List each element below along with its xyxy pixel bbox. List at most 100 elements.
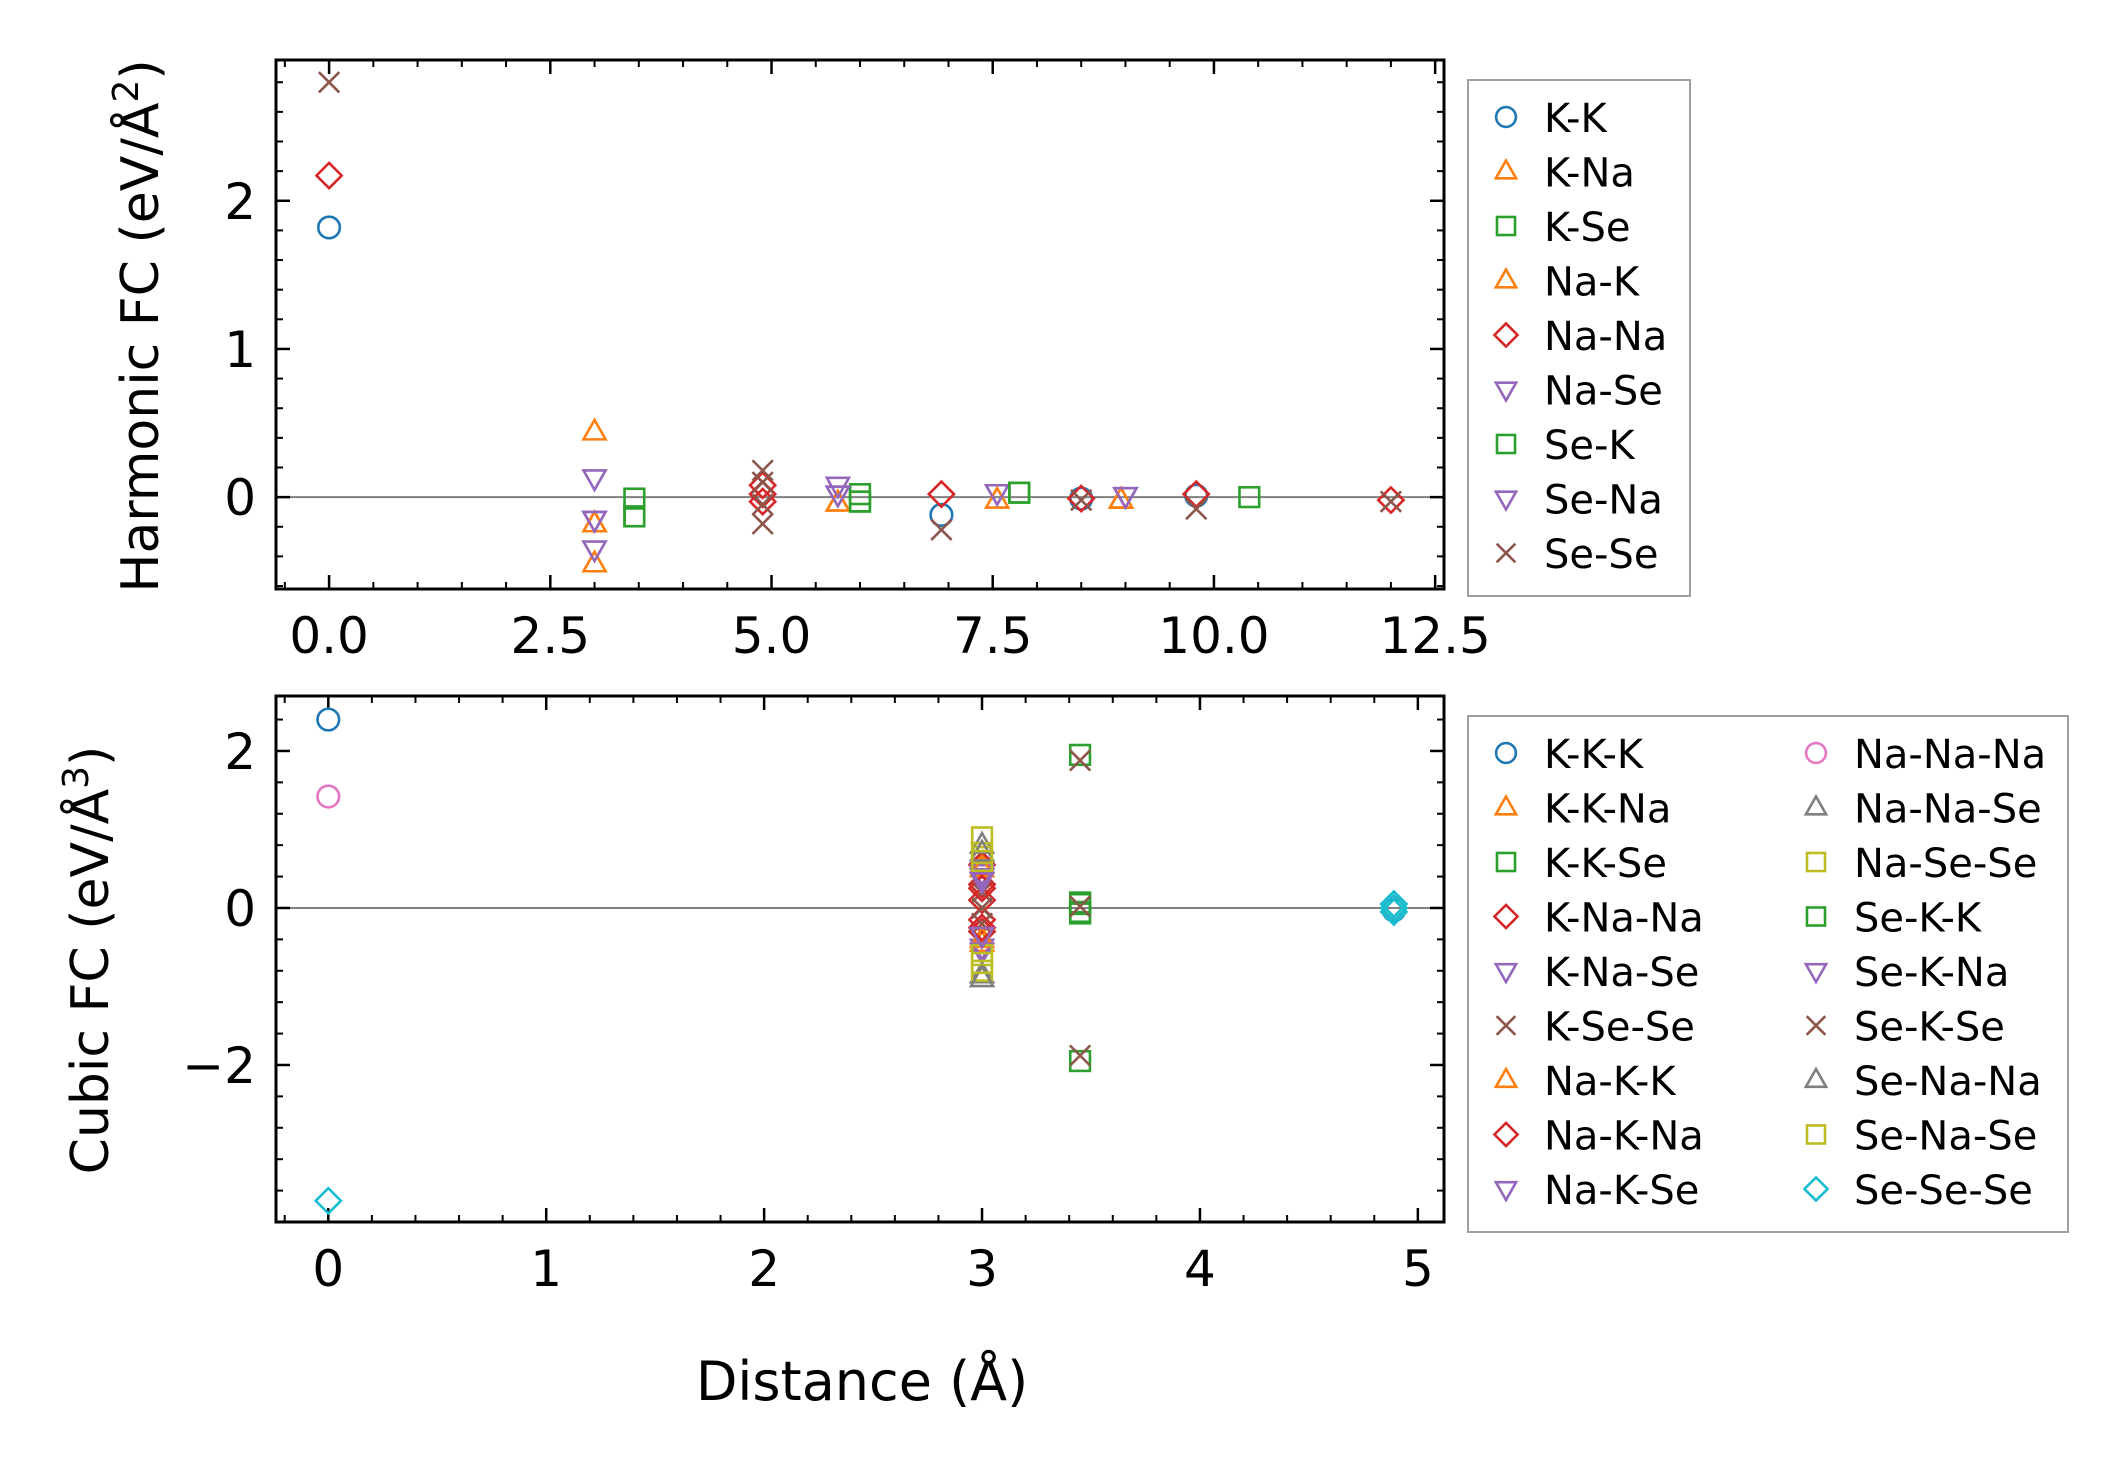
cubic-plot-area: 0 1 2 3 4 5 2 0 −2 [182,696,1444,1298]
harmonic-legend-label-se-na: Se-Na [1544,478,1663,524]
cubic-series-se-k-se [970,895,1092,920]
harmonic-point-k-na [581,549,608,573]
cubic-point-na-na-na [316,784,341,809]
harmonic-point-na-k [824,488,852,512]
cubic-series-k-k-k [316,707,1406,923]
harmonic-point-k-se [1008,481,1031,504]
cubic-point-k-se-se [1068,749,1092,772]
cubic-chart: 0 1 2 3 4 5 2 0 −2 Cubic FC (eV/Å3) Distance (Å)… [56,694,2069,1413]
harmonic-point-se-se [1070,488,1093,512]
harmonic-legend-marker-na-se [1493,381,1519,404]
harmonic-legend-marker-se-na [1493,490,1519,513]
cubic-point-na-k-na [967,913,997,943]
cubic-legend-marker-k-na-na [1492,903,1520,930]
cubic-xlabel: Distance (Å) [696,1349,1028,1413]
cubic-xtick-label: 1 [530,1240,562,1298]
cubic-legend-label-na-k-na: Na-K-Na [1544,1114,1704,1160]
harmonic-ytick-label: 2 [224,173,256,231]
cubic-series-se-se-se [313,889,1409,1216]
cubic-point-se-na-se [970,849,994,873]
cubic-legend-label-na-k-se: Na-K-Se [1544,1168,1699,1214]
cubic-series-se-na-se [970,849,994,975]
cubic-legend-label-se-na-na: Se-Na-Na [1854,1059,2042,1105]
cubic-ylabel: Cubic FC (eV/Å3) [56,746,121,1175]
harmonic-point-na-na [926,479,956,509]
harmonic-series-na-k [581,485,1135,533]
harmonic-series-k-k [316,215,1209,528]
harmonic-point-k-se [623,487,646,510]
harmonic-legend-label-se-se: Se-Se [1544,532,1658,578]
cubic-series-se-k-k [1068,892,1092,924]
harmonic-point-se-se [317,71,341,94]
cubic-legend-marker-na-na-se [1803,793,1829,816]
cubic-point-se-se-se [1379,893,1409,923]
harmonic-point-na-na [1066,484,1096,514]
harmonic-legend-marker-se-se [1495,542,1517,564]
cubic-point-se-k-na [968,871,996,896]
cubic-point-se-k-se [1068,895,1092,918]
harmonic-ytick-label: 1 [224,321,256,379]
harmonic-point-se-na [581,510,608,534]
cubic-legend-label-k-na-se: K-Na-Se [1544,950,1699,996]
harmonic-legend-label-k-na: K-Na [1544,151,1635,197]
harmonic-xtick-label: 12.5 [1379,607,1490,665]
cubic-legend-label-se-se-se: Se-Se-Se [1854,1168,2033,1214]
cubic-legend-marker-na-se-se [1805,851,1827,873]
harmonic-point-na-k [1107,485,1135,509]
cubic-legend-label-k-k-na: K-K-Na [1544,787,1671,833]
harmonic-point-se-se [751,471,774,494]
harmonic-point-se-na [1112,486,1139,511]
cubic-legend-label-se-na-se: Se-Na-Se [1854,1114,2037,1160]
cubic-series-na-k-na [967,873,997,943]
harmonic-point-se-se [751,459,774,482]
cubic-series-se-k-na [968,871,996,951]
cubic-legend-marker-k-na-se [1493,962,1519,985]
cubic-point-se-se-se [1379,897,1409,927]
cubic-legend-label-k-se-se: K-Se-Se [1544,1005,1695,1051]
harmonic-point-k-na [983,485,1011,509]
harmonic-legend-label-na-k: Na-K [1544,260,1641,306]
harmonic-point-k-k [316,215,342,240]
cubic-xtick-label: 5 [1402,1240,1434,1298]
harmonic-plot-area: 0.0 2.5 5.0 7.5 10.0 12.5 0 1 2 [224,60,1491,665]
cubic-legend-marker-k-se-se [1495,1015,1517,1036]
harmonic-legend-marker-se-k [1495,433,1517,455]
cubic-legend-frame [1467,715,2069,1233]
cubic-legend-label-na-na-na: Na-Na-Na [1854,732,2046,778]
cubic-point-se-na-se [970,951,994,975]
cubic-ytick-label: 2 [224,723,256,781]
harmonic-point-se-se [751,512,774,535]
harmonic-legend-label-na-na: Na-Na [1544,314,1667,360]
cubic-legend-marker-na-k-se [1493,1180,1519,1203]
cubic-point-k-k-se [1068,743,1092,767]
cubic-legend-label-k-k-se: K-K-Se [1544,841,1667,887]
cubic-legend-marker-k-k-na [1493,793,1519,816]
harmonic-point-na-se [581,469,608,493]
harmonic-legend-label-k-k: K-K [1544,96,1608,142]
cubic-legend-label-k-na-na: K-Na-Na [1544,896,1704,942]
harmonic-point-na-na [1376,485,1406,515]
cubic-ytick-label: 0 [224,880,256,938]
cubic-point-k-se-se [1068,1044,1092,1067]
cubic-legend-label-se-k-se: Se-K-Se [1854,1005,2005,1051]
cubic-point-se-se-se [1379,889,1409,919]
harmonic-point-se-se [751,493,774,516]
harmonic-legend-marker-na-na [1492,321,1520,349]
harmonic-legend-label-na-se: Na-Se [1544,369,1663,415]
harmonic-legend-marker-k-k [1494,105,1518,129]
harmonic-point-se-na [824,485,852,509]
cubic-legend: K-K-K K-K-Na K-K-Se K-Na-Na K-Na-Se K-Se-Se Na… [1467,715,2069,1233]
harmonic-legend-label-se-k: Se-K [1544,423,1636,469]
cubic-point-na-se-se [970,826,994,849]
harmonic-point-na-na [1181,479,1211,509]
harmonic-legend: K-K K-Na K-Se Na-K Na-Na Na-Se Se-K Se-Na Se-Se [1467,79,1691,597]
cubic-axes-frame [274,694,1446,1224]
harmonic-chart: 0.0 2.5 5.0 7.5 10.0 12.5 0 1 2 Harmonic FC (eV/… [106,58,1691,665]
cubic-point-se-se-se [313,1186,343,1216]
harmonic-point-na-k [581,509,608,533]
cubic-legend-marker-se-na-se [1805,1124,1827,1145]
harmonic-series-k-na [581,417,1135,573]
harmonic-xtick-label: 7.5 [953,607,1033,665]
cubic-legend-label-na-k-k: Na-K-K [1544,1059,1677,1105]
